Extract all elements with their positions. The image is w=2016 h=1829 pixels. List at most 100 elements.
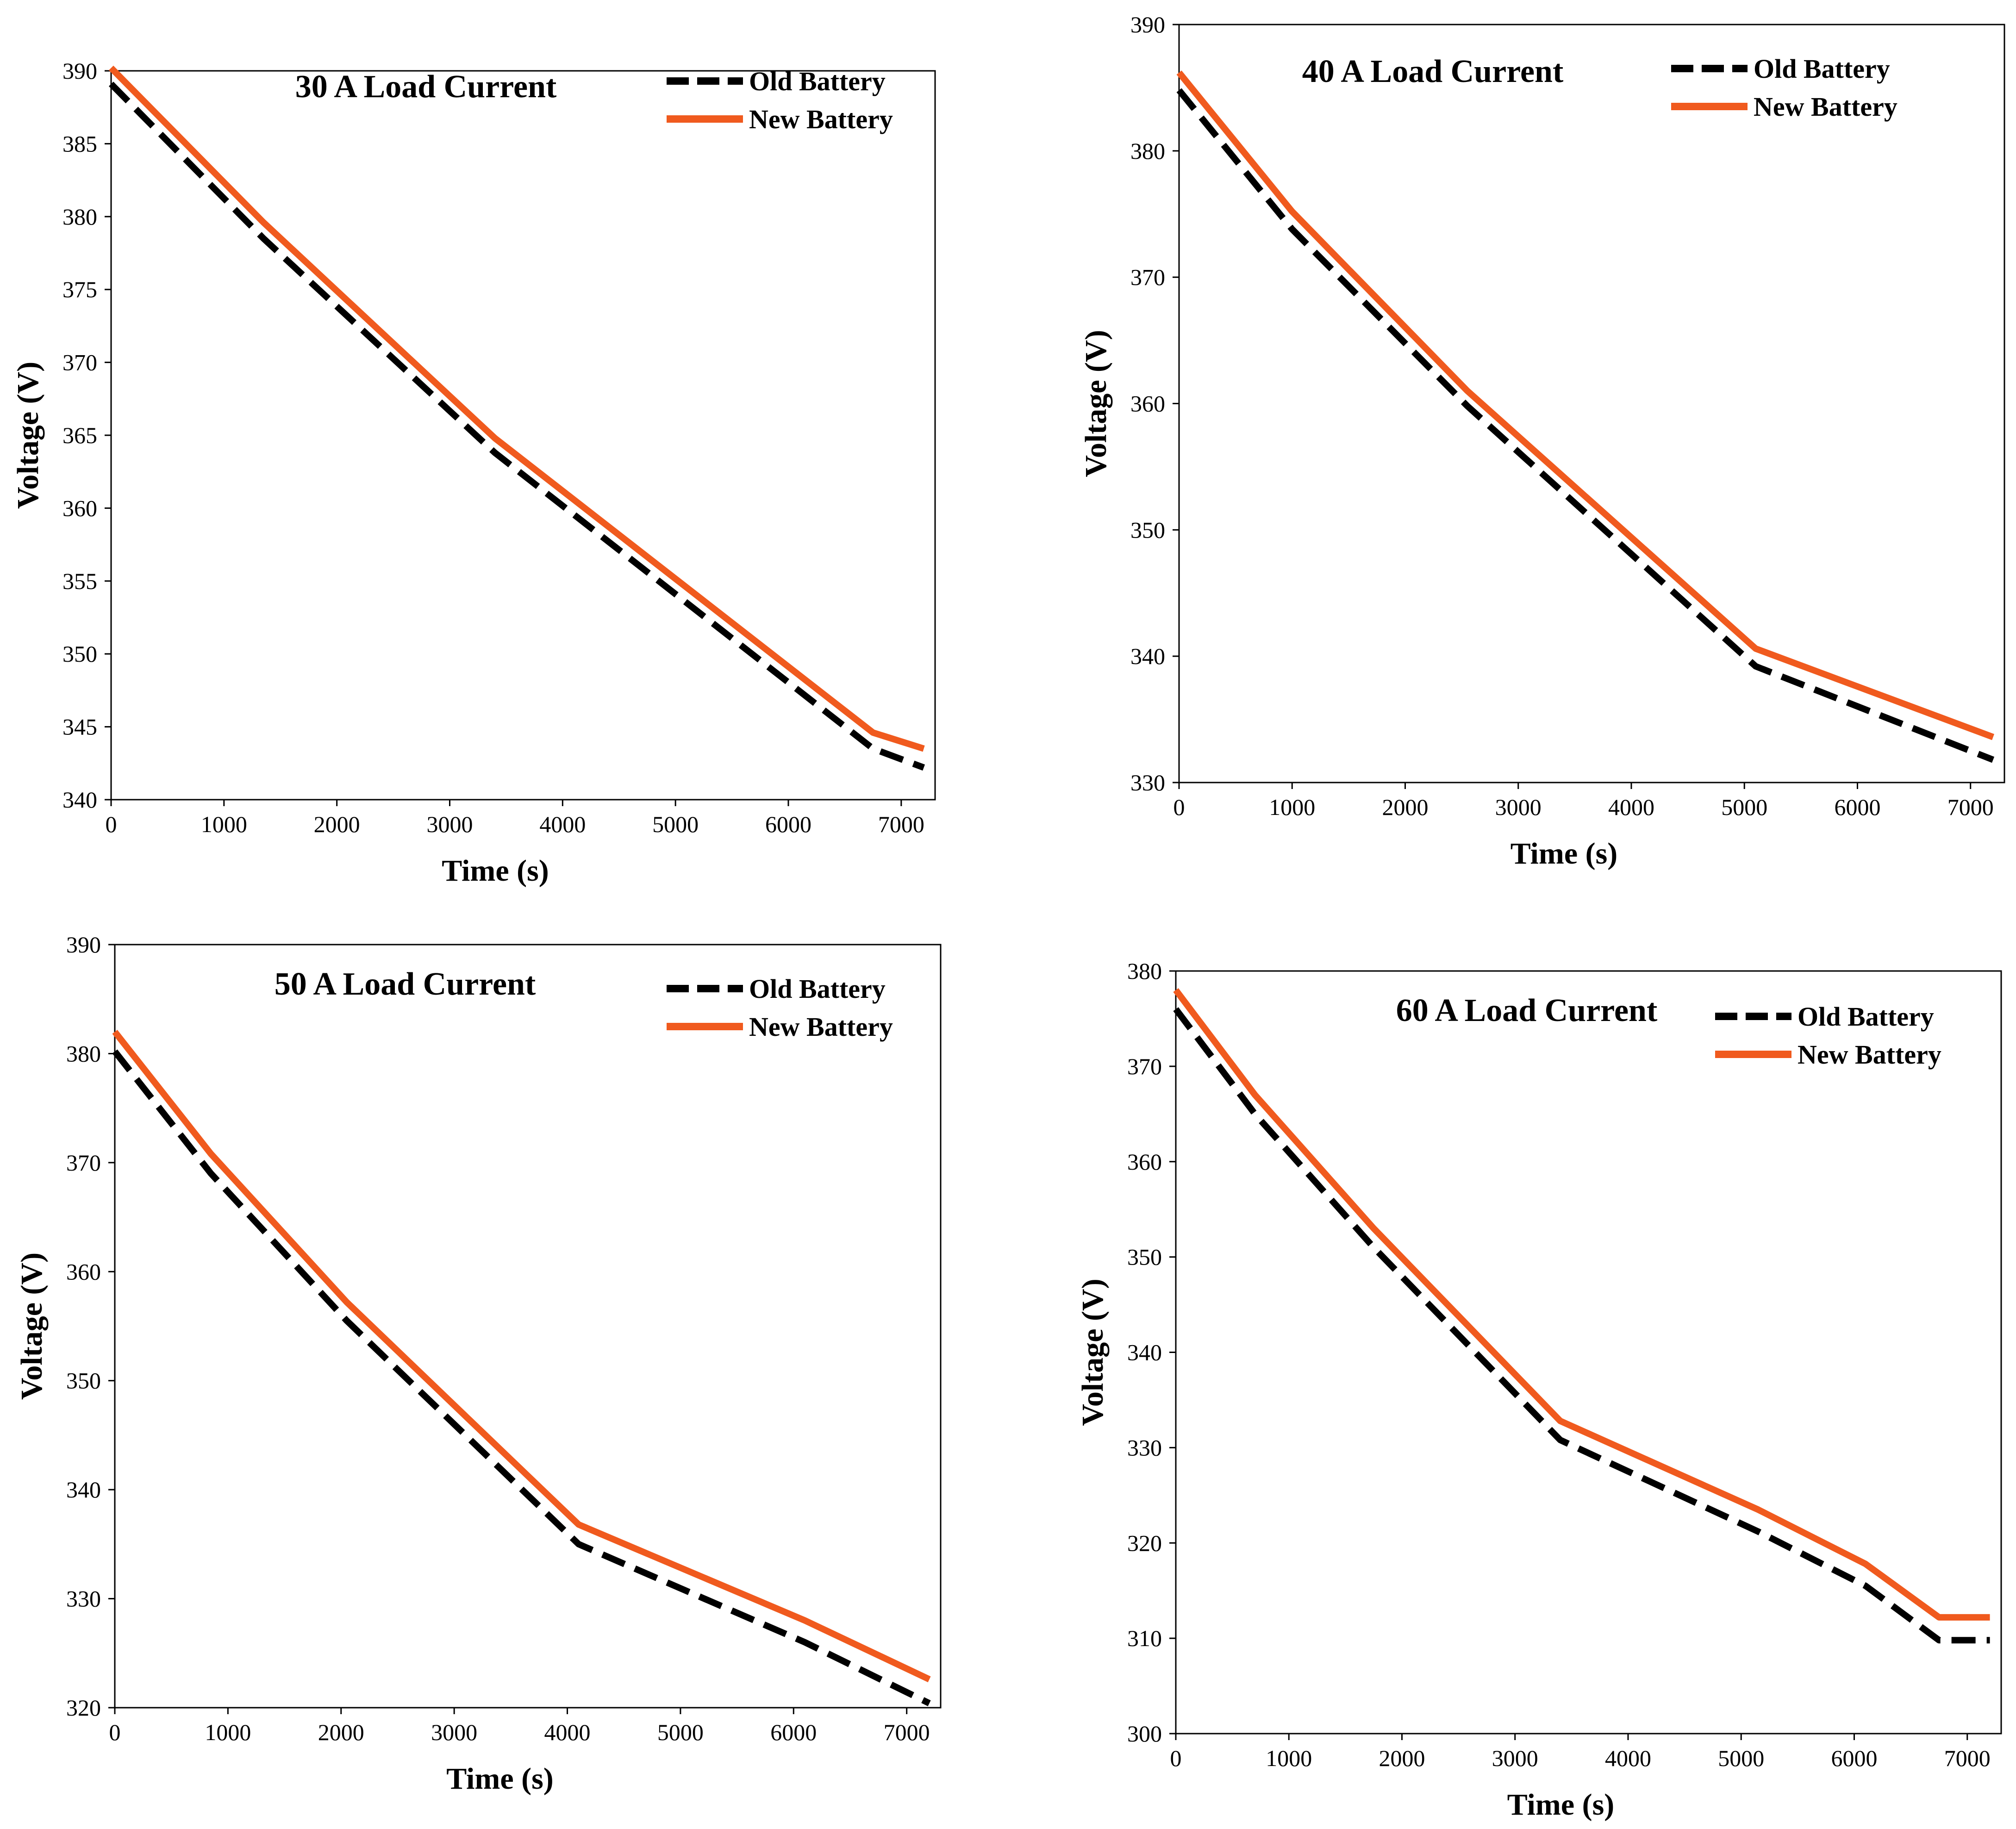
- y-tick-label: 370: [1130, 264, 1165, 290]
- x-tick-label: 3000: [431, 1719, 477, 1745]
- y-tick-label: 360: [1127, 1149, 1162, 1175]
- y-tick-label: 345: [62, 714, 97, 740]
- x-tick-label: 1000: [205, 1719, 251, 1745]
- legend-label: New Battery: [1798, 1040, 1941, 1070]
- legend-label: Old Battery: [749, 66, 886, 96]
- x-tick-label: 0: [106, 811, 117, 837]
- y-tick-label: 320: [1127, 1530, 1162, 1556]
- legend-label: Old Battery: [749, 974, 886, 1004]
- y-tick-label: 390: [62, 58, 97, 84]
- x-tick-label: 6000: [1831, 1745, 1877, 1771]
- x-tick-label: 7000: [1944, 1745, 1991, 1771]
- y-tick-label: 350: [66, 1368, 101, 1394]
- x-tick-label: 3000: [427, 811, 473, 837]
- x-tick-label: 3000: [1492, 1745, 1538, 1771]
- y-axis-label: Voltage (V): [15, 1253, 49, 1400]
- x-tick-label: 2000: [318, 1719, 364, 1745]
- y-axis-label: Voltage (V): [1076, 1278, 1110, 1426]
- y-tick-label: 330: [1127, 1434, 1162, 1460]
- x-axis-label: Time (s): [442, 854, 549, 888]
- y-tick-label: 330: [1130, 770, 1165, 795]
- series-line-old-battery: [1176, 88, 1995, 763]
- y-tick-label: 340: [1130, 643, 1165, 669]
- x-tick-label: 1000: [1269, 794, 1315, 820]
- y-tick-label: 360: [62, 495, 97, 521]
- x-tick-label: 4000: [544, 1719, 591, 1745]
- x-tick-label: 7000: [878, 811, 924, 837]
- chart-title: 60 A Load Current: [1396, 993, 1658, 1028]
- x-tick-label: 2000: [314, 811, 360, 837]
- y-tick-label: 370: [1127, 1053, 1162, 1079]
- x-axis-label: Time (s): [1507, 1788, 1615, 1822]
- plot-frame: [110, 70, 936, 801]
- plot-frame: [1175, 970, 2002, 1735]
- y-tick-label: 390: [66, 932, 101, 958]
- legend-label: New Battery: [1754, 92, 1897, 122]
- y-axis-label: Voltage (V): [11, 362, 45, 509]
- x-tick-label: 5000: [652, 811, 699, 837]
- series-line-new-battery: [112, 1030, 931, 1683]
- x-tick-label: 4000: [539, 811, 586, 837]
- chart-title: 30 A Load Current: [295, 69, 557, 105]
- y-tick-label: 365: [62, 422, 97, 448]
- y-tick-label: 385: [62, 131, 97, 157]
- y-tick-label: 360: [66, 1259, 101, 1284]
- x-tick-label: 4000: [1608, 794, 1654, 820]
- x-tick-label: 0: [1173, 794, 1185, 820]
- y-tick-label: 340: [1127, 1340, 1162, 1365]
- y-tick-label: 340: [66, 1477, 101, 1503]
- x-tick-label: 7000: [884, 1719, 930, 1745]
- y-tick-label: 310: [1127, 1625, 1162, 1651]
- x-axis-label: Time (s): [446, 1762, 554, 1796]
- chart-panel-2: 0 1000 2000 3000 4000 5000 6000 7000 330 340 350 36…: [1079, 12, 2005, 871]
- y-tick-label: 330: [66, 1586, 101, 1612]
- plot-frame: [114, 944, 942, 1709]
- legend-label: Old Battery: [1798, 1002, 1934, 1032]
- series-line-old-battery: [1173, 1007, 1990, 1644]
- series-line-new-battery: [1173, 988, 1990, 1621]
- legend-label: New Battery: [749, 1012, 893, 1042]
- y-tick-label: 380: [1127, 958, 1162, 984]
- x-tick-label: 6000: [765, 811, 811, 837]
- y-tick-label: 350: [1130, 517, 1165, 543]
- x-tick-label: 6000: [770, 1719, 817, 1745]
- legend-label: Old Battery: [1754, 54, 1890, 84]
- y-tick-label: 375: [62, 276, 97, 302]
- series-line-old-battery: [112, 1049, 931, 1706]
- x-tick-label: 1000: [1266, 1745, 1312, 1771]
- x-tick-label: 5000: [657, 1719, 704, 1745]
- chart-title: 40 A Load Current: [1302, 54, 1564, 89]
- y-axis-label: Voltage (V): [1079, 330, 1113, 477]
- series-line-new-battery: [1176, 70, 1995, 740]
- y-tick-label: 370: [62, 350, 97, 376]
- chart-panel-4: 0 1000 2000 3000 4000 5000 6000 7000 300 310 320 33…: [1076, 958, 2002, 1822]
- series-line-old-battery: [109, 81, 925, 771]
- chart-panel-1: 0 1000 2000 3000 4000 5000 6000 7000 340 345 350 35…: [11, 58, 936, 888]
- y-tick-label: 300: [1127, 1721, 1162, 1747]
- series-line-new-battery: [109, 65, 925, 752]
- x-axis-label: Time (s): [1510, 837, 1618, 871]
- x-tick-label: 2000: [1382, 794, 1428, 820]
- x-tick-label: 2000: [1379, 1745, 1425, 1771]
- x-tick-label: 3000: [1495, 794, 1542, 820]
- y-tick-label: 370: [66, 1150, 101, 1176]
- y-tick-label: 390: [1130, 12, 1165, 38]
- x-tick-label: 4000: [1605, 1745, 1651, 1771]
- x-tick-label: 5000: [1721, 794, 1767, 820]
- y-tick-label: 355: [62, 568, 97, 594]
- y-tick-label: 380: [62, 204, 97, 230]
- plot-frame: [1178, 24, 2005, 783]
- x-tick-label: 0: [109, 1719, 121, 1745]
- y-tick-label: 380: [66, 1040, 101, 1066]
- y-tick-label: 380: [1130, 138, 1165, 164]
- y-tick-label: 350: [1127, 1244, 1162, 1270]
- legend-label: New Battery: [749, 104, 893, 134]
- y-tick-label: 340: [62, 787, 97, 813]
- x-tick-label: 5000: [1718, 1745, 1764, 1771]
- y-tick-label: 360: [1130, 391, 1165, 417]
- chart-title: 50 A Load Current: [275, 966, 536, 1002]
- x-tick-label: 1000: [201, 811, 247, 837]
- chart-panel-3: 0 1000 2000 3000 4000 5000 6000 7000 320 330 340 35…: [15, 932, 942, 1796]
- y-tick-label: 350: [62, 641, 97, 667]
